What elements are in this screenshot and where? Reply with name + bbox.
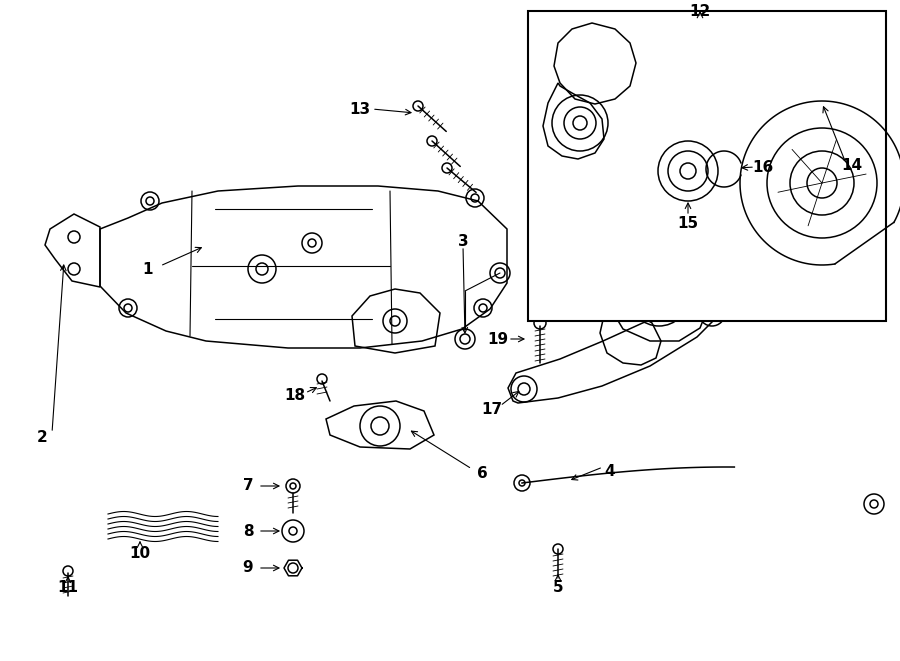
Text: 11: 11 xyxy=(58,580,78,594)
Text: 9: 9 xyxy=(243,561,253,576)
Text: 4: 4 xyxy=(605,463,616,479)
Text: 18: 18 xyxy=(284,389,306,403)
Text: 7: 7 xyxy=(243,479,253,494)
Text: 8: 8 xyxy=(243,524,253,539)
Text: 16: 16 xyxy=(752,159,774,175)
Text: 2: 2 xyxy=(37,430,48,444)
Text: 6: 6 xyxy=(477,465,488,481)
Text: 12: 12 xyxy=(689,3,711,19)
Text: 13: 13 xyxy=(349,102,371,116)
Text: 1: 1 xyxy=(143,262,153,276)
Text: 5: 5 xyxy=(553,580,563,594)
Text: 10: 10 xyxy=(130,545,150,561)
Text: 15: 15 xyxy=(678,215,698,231)
Bar xyxy=(528,11,886,321)
Text: 17: 17 xyxy=(482,401,502,416)
Text: 3: 3 xyxy=(458,233,468,249)
Text: 14: 14 xyxy=(842,157,862,173)
Text: 19: 19 xyxy=(488,332,508,346)
